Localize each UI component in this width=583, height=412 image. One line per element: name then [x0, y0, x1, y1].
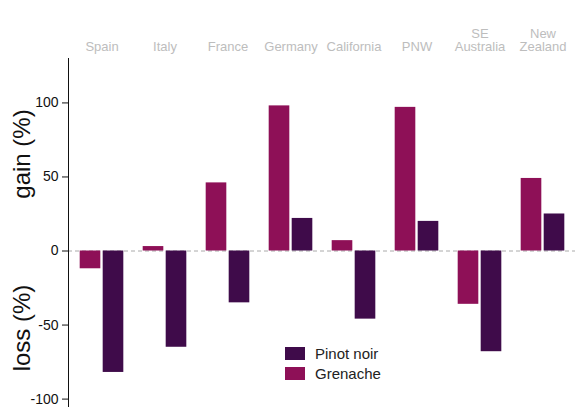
- html-text:loss (%): loss (%): [8, 284, 35, 372]
- svg-text:Germany: Germany: [264, 39, 318, 54]
- svg-text:PNW: PNW: [402, 39, 433, 54]
- svg-text:California: California: [327, 39, 383, 54]
- svg-text:0: 0: [51, 242, 59, 258]
- svg-text:-100: -100: [30, 391, 58, 407]
- svg-text:Italy: Italy: [153, 39, 177, 54]
- html-text:Grenache: Grenache: [315, 365, 381, 382]
- html-text:Pinot noir: Pinot noir: [315, 345, 379, 362]
- svg-text:Spain: Spain: [85, 39, 118, 54]
- html-text:gain (%): gain (%): [8, 109, 35, 199]
- svg-text:50: 50: [43, 168, 59, 184]
- svg-text:-50: -50: [38, 317, 58, 333]
- svg-text:NewZealand: NewZealand: [520, 26, 567, 54]
- svg-text:France: France: [208, 39, 248, 54]
- svg-text:SEAustralia: SEAustralia: [455, 26, 506, 54]
- svg-text:100: 100: [35, 94, 59, 110]
